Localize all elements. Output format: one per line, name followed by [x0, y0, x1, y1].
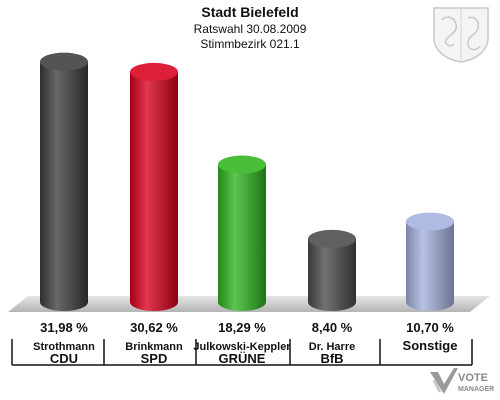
district-label: Stimmbezirk 021.1	[200, 37, 300, 51]
bar-cap	[130, 62, 178, 81]
bar-cap	[40, 52, 88, 71]
candidate-label: Brinkmann	[125, 341, 183, 353]
value-label: 30,62 %	[130, 320, 178, 335]
value-label: 10,70 %	[406, 320, 454, 335]
party-label: Sonstige	[403, 338, 458, 353]
logo-text-vote: VOTE	[458, 372, 488, 384]
bar-cdu	[40, 52, 88, 312]
candidate-label: Julkowski-Keppler	[193, 341, 291, 353]
page-subtitle: Ratswahl 30.08.2009	[193, 22, 307, 36]
bar-body	[406, 221, 454, 311]
candidate-label: Strothmann	[33, 341, 95, 353]
bar-cap	[218, 155, 266, 174]
bar-sonstige	[406, 212, 454, 311]
bar-body	[40, 61, 88, 312]
page-title: Stadt Bielefeld	[201, 4, 299, 20]
party-label: GRÜNE	[219, 351, 266, 366]
bar-grüne	[218, 155, 266, 311]
bar-cap	[406, 212, 454, 231]
bar-body	[218, 164, 266, 311]
party-label: CDU	[50, 351, 78, 366]
bar-body	[130, 71, 178, 311]
party-label: BfB	[320, 351, 343, 366]
value-label: 18,29 %	[218, 320, 266, 335]
party-label: SPD	[141, 351, 168, 366]
candidate-label: Dr. Harre	[309, 341, 355, 353]
coat-of-arms-icon	[433, 7, 489, 63]
logo-text-manager: MANAGER	[458, 386, 494, 393]
bar-body	[308, 238, 356, 311]
value-label: 8,40 %	[312, 320, 353, 335]
bar-bfb	[308, 229, 356, 311]
value-label: 31,98 %	[40, 320, 88, 335]
bar-spd	[130, 62, 178, 311]
vote-manager-logo: VOTE MANAGER	[430, 368, 494, 394]
bar-cap	[308, 229, 356, 248]
